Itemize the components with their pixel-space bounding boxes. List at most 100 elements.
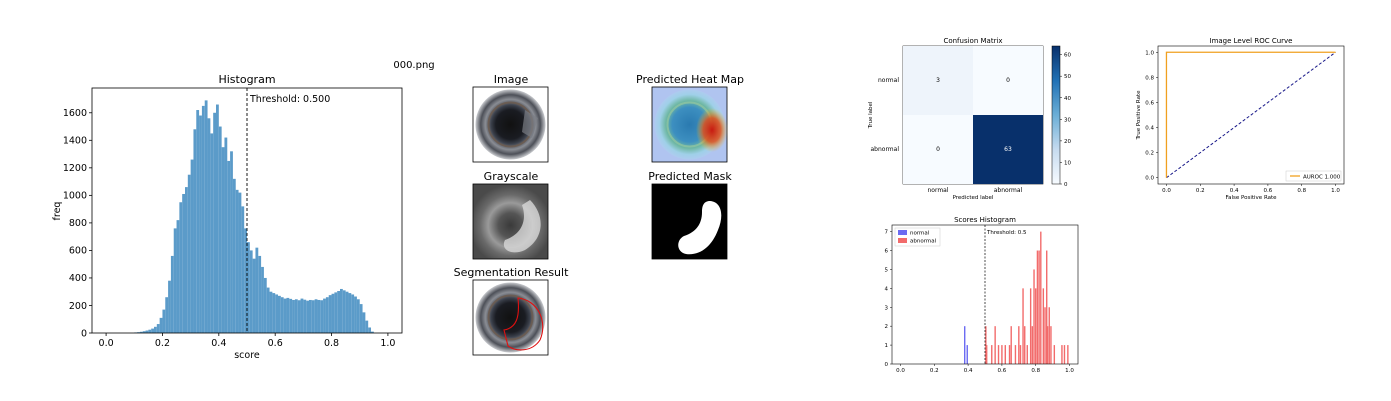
histogram-y-tick-label: 0 bbox=[81, 328, 87, 339]
histogram-bar bbox=[176, 220, 180, 333]
histogram-y-tick-label: 600 bbox=[69, 246, 87, 257]
thumb-segmentation: Segmentation Result bbox=[454, 266, 569, 356]
histogram-bar bbox=[252, 258, 256, 333]
thumb-grayscale-bright-region bbox=[503, 200, 541, 253]
scores-y-tick-label: 1 bbox=[885, 343, 889, 349]
histogram-x-tick-label: 0.2 bbox=[155, 338, 170, 349]
histogram-bar bbox=[354, 296, 357, 333]
roc-x-tick-label: 0.0 bbox=[1162, 188, 1171, 194]
scores-x-tick-label: 0.8 bbox=[1031, 368, 1040, 374]
histogram-bar bbox=[137, 332, 140, 333]
thumb-image-disk bbox=[475, 89, 546, 160]
scores-bar-abnormal bbox=[985, 345, 988, 364]
scores-legend-swatch-abnormal bbox=[898, 238, 907, 243]
histogram-bar bbox=[187, 174, 191, 333]
histogram-bar bbox=[249, 250, 253, 333]
histogram-bar bbox=[159, 317, 163, 333]
scores-bar-abnormal bbox=[1031, 326, 1034, 364]
histogram-bar bbox=[263, 277, 267, 333]
cm-cell-0-1 bbox=[973, 46, 1043, 115]
scores-y-tick-label: 6 bbox=[885, 249, 889, 255]
cm-colorbar-tick-label: 0 bbox=[1064, 182, 1068, 188]
histogram-bar bbox=[365, 320, 369, 333]
histogram-chart: Histogram 0.0 0.2 0.4 0.6 0.8 1.0 0 200 400 600 80… bbox=[52, 73, 403, 361]
histogram-bar bbox=[294, 299, 298, 333]
cm-ytick-normal: normal bbox=[878, 77, 899, 84]
histogram-bar bbox=[255, 247, 259, 333]
scores-bar-abnormal bbox=[1008, 345, 1011, 364]
cm-cell-1-0 bbox=[903, 115, 973, 184]
cm-value-0-1: 0 bbox=[1006, 77, 1010, 84]
thumb-heatmap: Predicted Heat Map bbox=[636, 73, 744, 163]
scores-bar-abnormal bbox=[1046, 326, 1049, 364]
scores-bar-abnormal bbox=[991, 345, 993, 364]
histogram-bar bbox=[303, 299, 307, 333]
histogram-bar bbox=[145, 330, 149, 333]
histogram-title: Histogram bbox=[218, 73, 275, 86]
scores-bars bbox=[964, 231, 1069, 364]
histogram-bar bbox=[368, 327, 371, 333]
scores-bar-abnormal bbox=[1048, 307, 1050, 364]
scores-bar-abnormal bbox=[1004, 345, 1006, 364]
scores-bar-abnormal bbox=[1042, 288, 1045, 364]
histogram-bar bbox=[342, 290, 346, 333]
cm-colorbar-tick-label: 10 bbox=[1064, 160, 1071, 166]
scores-bar-abnormal bbox=[1044, 307, 1046, 364]
histogram-bar bbox=[278, 295, 281, 333]
thumb-image: Image bbox=[472, 73, 549, 163]
histogram-bar bbox=[142, 331, 146, 333]
histogram-bar bbox=[207, 118, 211, 333]
cm-value-1-1: 63 bbox=[1004, 146, 1012, 153]
histogram-bar bbox=[232, 178, 236, 333]
histogram-bar bbox=[323, 298, 326, 333]
histogram-y-tick-label: 1600 bbox=[63, 108, 87, 119]
thumb-grayscale: Grayscale bbox=[472, 170, 549, 260]
roc-x-tick-label: 1.0 bbox=[1331, 188, 1340, 194]
scores-x-tick-label: 0.4 bbox=[964, 368, 973, 374]
histogram-bar bbox=[190, 159, 194, 333]
histogram-bar bbox=[306, 300, 309, 333]
confusion-matrix-chart: Confusion Matrix 3 0 0 63 normal abnorma… bbox=[868, 37, 1071, 201]
histogram-bar bbox=[272, 293, 276, 333]
histogram-bar bbox=[371, 331, 374, 333]
histogram-bar bbox=[230, 151, 233, 333]
scores-x-tick-label: 0.6 bbox=[998, 368, 1007, 374]
cm-colorbar-tick-label: 30 bbox=[1064, 117, 1071, 123]
roc-y-tick-label: 0.0 bbox=[1145, 176, 1154, 182]
histogram-bar bbox=[362, 312, 366, 333]
scores-threshold-label: Threshold: 0.5 bbox=[986, 230, 1027, 236]
histogram-bar bbox=[185, 187, 188, 333]
histogram-bar bbox=[201, 105, 205, 334]
histogram-bar bbox=[224, 137, 228, 333]
roc-curve bbox=[1165, 51, 1336, 178]
scores-bar-abnormal bbox=[1014, 345, 1017, 364]
histogram-bar bbox=[280, 297, 284, 333]
scores-bar-abnormal bbox=[997, 345, 1000, 364]
cm-cell-0-0 bbox=[903, 46, 973, 115]
histogram-bar bbox=[359, 304, 363, 333]
scores-y-tick-label: 4 bbox=[885, 286, 889, 292]
scores-x-tick-label: 0.2 bbox=[930, 368, 939, 374]
scores-bar-abnormal bbox=[1010, 326, 1012, 364]
roc-x-tick-label: 0.6 bbox=[1264, 188, 1273, 194]
histogram-bar bbox=[325, 297, 329, 333]
scores-bar-normal bbox=[966, 345, 968, 364]
scores-bar-abnormal bbox=[1046, 250, 1048, 364]
thumb-segmentation-title: Segmentation Result bbox=[454, 266, 569, 279]
cm-colorbar bbox=[1051, 45, 1061, 185]
thumb-segmentation-ring bbox=[487, 294, 534, 341]
cm-value-1-0: 0 bbox=[936, 146, 940, 153]
histogram-x-label: score bbox=[234, 350, 260, 361]
file-name: 000.png bbox=[393, 60, 434, 71]
cm-ytick-abnormal: abnormal bbox=[870, 146, 899, 153]
scores-bar-abnormal bbox=[1050, 326, 1052, 364]
scores-legend-label-normal: normal bbox=[910, 231, 930, 237]
scores-bar-abnormal bbox=[994, 326, 996, 364]
roc-x-tick-label: 0.8 bbox=[1297, 188, 1306, 194]
scores-legend-swatch-normal bbox=[898, 230, 907, 235]
roc-y-tick-label: 1.0 bbox=[1145, 50, 1154, 56]
roc-axes: 0.0 0.2 0.4 0.6 0.8 1.0 0.0 0.2 0.4 0.6 0.8 1.0 bbox=[1145, 50, 1340, 194]
scores-title: Scores Histogram bbox=[954, 216, 1016, 224]
cm-x-label: Predicted label bbox=[953, 195, 994, 201]
histogram-bar bbox=[345, 291, 349, 333]
